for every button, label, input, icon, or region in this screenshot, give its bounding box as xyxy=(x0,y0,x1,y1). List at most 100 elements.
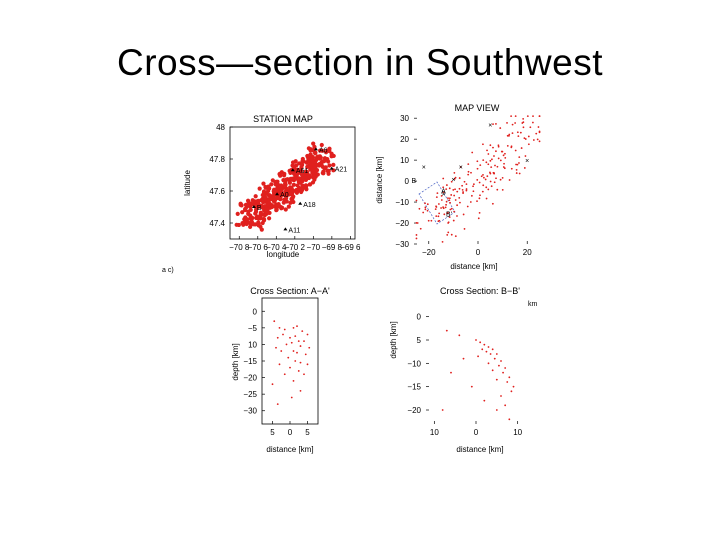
map-view-event-point xyxy=(522,117,525,120)
map-view-event-point xyxy=(454,199,457,201)
station-map-event-point xyxy=(261,189,267,194)
station-map-event-point xyxy=(242,216,247,221)
map-view-event-point xyxy=(490,166,493,169)
map-view-event-point xyxy=(450,207,453,210)
map-view-event-point xyxy=(427,219,430,222)
station-map-event-point xyxy=(308,152,313,157)
map-view-event-point xyxy=(469,201,472,203)
map-view-event-point xyxy=(492,146,494,149)
cross-section-a-xtick-label: 0 xyxy=(288,428,293,437)
station-map-event-point xyxy=(276,202,281,207)
station-map-event-point xyxy=(269,194,274,199)
station-map-xtick-label: −70 6 xyxy=(248,243,269,252)
cross-section-a-event-point xyxy=(290,396,293,399)
station-map-event-point xyxy=(279,183,284,188)
station-map-event-point xyxy=(311,141,316,146)
map-view-event-point xyxy=(532,121,534,124)
cross-section-a-event-point xyxy=(276,336,279,339)
station-map-event-point xyxy=(271,191,277,196)
map-view-event-point xyxy=(523,167,526,169)
map-view-event-point xyxy=(517,135,520,137)
station-map-event-point xyxy=(309,168,315,173)
station-map-event-point xyxy=(240,210,245,215)
station-map-event-point xyxy=(248,207,253,212)
station-map-event-point xyxy=(275,182,281,187)
map-view-event-point xyxy=(486,149,488,152)
map-view-event-point xyxy=(519,131,522,134)
cross-section-a-event-point xyxy=(289,336,291,339)
cross-section-a-ytick-label: −30 xyxy=(243,407,257,416)
map-view-event-point xyxy=(515,172,518,174)
cross-section-a-axes-frame xyxy=(261,297,319,425)
cross-section-a-ytick-label: −25 xyxy=(243,390,257,399)
station-map-xtick-label: −70 4 xyxy=(266,243,287,252)
station-map-title: STATION MAP xyxy=(253,114,313,124)
station-map-event-point xyxy=(274,205,279,211)
cross-section-b-ytick-label: 5 xyxy=(417,336,422,345)
map-view-event-point xyxy=(465,188,468,190)
cross-section-b-event-point xyxy=(502,371,504,374)
map-view-event-point xyxy=(502,154,505,157)
station-map-event-point xyxy=(257,216,263,221)
cross-section-a-panel: Cross Section: A−A' 5 0 5 0 −5 10 −15 −20 −25 −30… xyxy=(231,286,330,454)
map-view-ylabel: distance [km] xyxy=(375,156,384,203)
map-view-event-point xyxy=(435,196,438,199)
map-view-event-point xyxy=(486,175,489,178)
station-map-event-point xyxy=(289,190,295,195)
cross-section-b-xtick-label: 0 xyxy=(474,428,479,437)
station-map-event-point xyxy=(329,154,334,159)
map-view-event-point xyxy=(487,188,490,191)
station-map-xlabel: longitude xyxy=(267,250,300,259)
map-view-event-point xyxy=(495,177,497,180)
map-view-event-point xyxy=(419,227,422,230)
cross-section-a-event-point xyxy=(303,373,305,376)
map-view-event-point xyxy=(463,180,466,183)
panel-corner-label: a c) xyxy=(162,267,174,274)
station-map-event-point xyxy=(322,156,328,161)
station-map-station-label: A61 xyxy=(296,168,309,175)
station-map-event-point xyxy=(240,221,245,226)
cross-section-b-event-point xyxy=(445,329,448,332)
cross-section-a-xtick-label: 5 xyxy=(305,428,310,437)
cross-section-a-event-point xyxy=(278,363,281,366)
cross-section-b-ytick-label: −10 xyxy=(407,359,421,368)
cross-section-b-event-point xyxy=(491,369,494,372)
station-map-event-point xyxy=(268,204,273,209)
station-map-event-point xyxy=(303,169,308,174)
map-view-event-point xyxy=(442,206,444,208)
map-view-panel: MAP VIEW −20 0 20 30 20 10 0 −10 −20 −30 × × × × × × B… xyxy=(375,103,541,271)
cross-section-a-event-point xyxy=(290,341,293,344)
station-map-event-point xyxy=(320,159,325,164)
cross-section-b-event-point xyxy=(487,346,490,348)
map-view-event-point xyxy=(447,221,450,224)
map-view-event-point xyxy=(535,132,538,135)
station-map-event-point xyxy=(303,175,308,180)
cross-section-a-event-point xyxy=(299,389,302,392)
map-view-labels: B A B' xyxy=(412,178,452,219)
station-map-station-marker xyxy=(329,166,334,170)
map-view-event-point xyxy=(452,189,455,191)
map-view-event-point xyxy=(442,191,445,194)
map-view-event-point xyxy=(472,190,475,193)
map-view-event-point xyxy=(476,160,479,163)
station-map-event-point xyxy=(287,180,292,185)
station-map-ytick-label: 47.8 xyxy=(209,155,225,164)
map-view-event-point xyxy=(437,215,440,218)
station-map-event-point xyxy=(249,201,254,206)
cross-section-b-event-point xyxy=(470,385,473,388)
station-map-event-point xyxy=(326,168,331,173)
map-view-event-point xyxy=(478,211,481,214)
map-view-event-point xyxy=(416,222,419,224)
map-view-event-point xyxy=(520,147,523,149)
station-map-event-point xyxy=(270,178,275,183)
station-map-station-marker xyxy=(298,201,303,205)
map-view-event-point xyxy=(453,171,456,174)
cross-section-a-ytick-label: −15 xyxy=(243,357,257,366)
map-view-event-point xyxy=(510,115,513,117)
map-view-event-point xyxy=(415,237,418,240)
map-view-event-point xyxy=(437,203,440,205)
station-map-event-point xyxy=(300,179,305,184)
cross-section-a-ylabel: depth [km] xyxy=(231,343,240,380)
cross-section-b-event-point xyxy=(495,409,498,411)
map-view-ytick-label: −10 xyxy=(395,198,409,207)
